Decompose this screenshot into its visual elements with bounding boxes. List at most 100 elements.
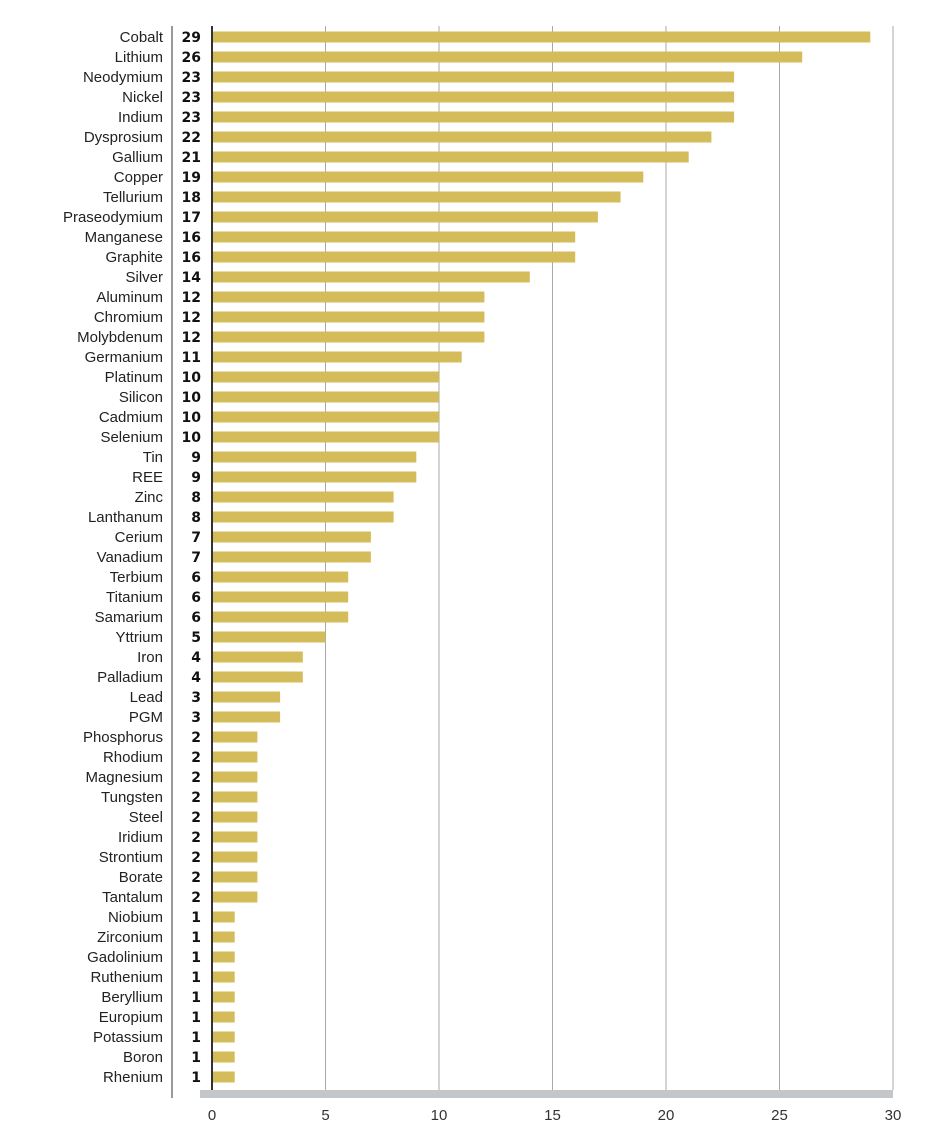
bar bbox=[213, 1031, 235, 1043]
value-label: 1 bbox=[191, 1050, 201, 1066]
category-label: Rhenium bbox=[103, 1069, 163, 1086]
bar bbox=[213, 911, 235, 923]
bar bbox=[213, 31, 871, 43]
gridlines bbox=[325, 26, 894, 1090]
category-label: Praseodymium bbox=[63, 209, 163, 226]
category-label: Graphite bbox=[105, 249, 163, 266]
bar bbox=[213, 731, 258, 743]
category-label: Tin bbox=[143, 449, 163, 466]
bar bbox=[213, 971, 235, 983]
bar bbox=[213, 91, 735, 103]
category-label: Cadmium bbox=[99, 409, 163, 426]
value-label: 10 bbox=[182, 370, 202, 386]
bar bbox=[213, 51, 803, 63]
value-label: 12 bbox=[182, 330, 201, 346]
value-label: 5 bbox=[191, 630, 201, 646]
category-label: Zinc bbox=[135, 489, 164, 506]
category-label: Lithium bbox=[115, 49, 163, 66]
x-tick-label: 5 bbox=[321, 1107, 329, 1124]
category-label: Neodymium bbox=[83, 69, 163, 86]
bar bbox=[213, 851, 258, 863]
bar bbox=[213, 871, 258, 883]
bar bbox=[213, 1071, 235, 1083]
value-label: 19 bbox=[182, 170, 201, 186]
category-label: Copper bbox=[114, 169, 163, 186]
bar bbox=[213, 311, 485, 323]
category-label: Dysprosium bbox=[84, 129, 163, 146]
value-label: 1 bbox=[191, 910, 201, 926]
value-label: 6 bbox=[191, 570, 201, 586]
category-label: Indium bbox=[118, 109, 163, 126]
x-tick-label: 0 bbox=[208, 1107, 216, 1124]
value-label: 1 bbox=[191, 1030, 201, 1046]
category-label: Germanium bbox=[85, 349, 163, 366]
value-label: 2 bbox=[191, 750, 201, 766]
bar bbox=[213, 291, 485, 303]
category-label: Gallium bbox=[112, 149, 163, 166]
value-label: 22 bbox=[182, 130, 201, 146]
bar bbox=[213, 431, 439, 443]
category-label: Europium bbox=[99, 1009, 163, 1026]
value-label: 18 bbox=[182, 190, 201, 206]
category-label: Silver bbox=[125, 269, 163, 286]
x-axis-band bbox=[200, 1090, 893, 1098]
category-label: Aluminum bbox=[96, 289, 163, 306]
bar bbox=[213, 111, 735, 123]
bar bbox=[213, 551, 371, 563]
bar bbox=[213, 811, 258, 823]
category-label: Boron bbox=[123, 1049, 163, 1066]
bar bbox=[213, 931, 235, 943]
category-labels: Cobalt Lithium Neodymium Nickel Indium Dyspro… bbox=[63, 29, 164, 1086]
category-label: Platinum bbox=[105, 369, 163, 386]
category-label: Strontium bbox=[99, 849, 163, 866]
value-label: 26 bbox=[182, 50, 201, 66]
bar bbox=[213, 171, 644, 183]
value-label: 23 bbox=[182, 110, 201, 126]
bar bbox=[213, 411, 439, 423]
category-label: Tungsten bbox=[101, 789, 163, 806]
value-label: 2 bbox=[191, 850, 201, 866]
bars bbox=[213, 31, 871, 1083]
value-label: 17 bbox=[182, 210, 201, 226]
bar bbox=[213, 651, 303, 663]
category-label: Rhodium bbox=[103, 749, 163, 766]
category-label: Potassium bbox=[93, 1029, 163, 1046]
bar bbox=[213, 671, 303, 683]
value-label: 8 bbox=[191, 510, 201, 526]
bar bbox=[213, 631, 326, 643]
value-label: 1 bbox=[191, 990, 201, 1006]
bar bbox=[213, 1011, 235, 1023]
value-label: 2 bbox=[191, 730, 201, 746]
value-label: 6 bbox=[191, 590, 201, 606]
bar bbox=[213, 511, 394, 523]
bar bbox=[213, 471, 417, 483]
bar bbox=[213, 611, 349, 623]
x-tick-label: 25 bbox=[771, 1107, 788, 1124]
bar bbox=[213, 371, 439, 383]
bar bbox=[213, 891, 258, 903]
category-label: Steel bbox=[129, 809, 163, 826]
value-label: 12 bbox=[182, 290, 201, 306]
value-label: 10 bbox=[182, 410, 202, 426]
category-label: Terbium bbox=[110, 569, 163, 586]
bar bbox=[213, 991, 235, 1003]
value-label: 29 bbox=[182, 30, 201, 46]
category-label: Titanium bbox=[106, 589, 163, 606]
value-label: 11 bbox=[182, 350, 201, 366]
value-label: 12 bbox=[182, 310, 201, 326]
value-label: 8 bbox=[191, 490, 201, 506]
value-label: 10 bbox=[182, 390, 202, 406]
category-label: Vanadium bbox=[97, 549, 163, 566]
value-label: 14 bbox=[182, 270, 202, 286]
value-label: 7 bbox=[191, 530, 201, 546]
category-label: Palladium bbox=[97, 669, 163, 686]
value-label: 2 bbox=[191, 770, 201, 786]
category-label: Cobalt bbox=[120, 29, 164, 46]
category-label: Phosphorus bbox=[83, 729, 163, 746]
category-label: Manganese bbox=[85, 229, 163, 246]
value-label: 1 bbox=[191, 950, 201, 966]
category-label: Gadolinium bbox=[87, 949, 163, 966]
value-label: 9 bbox=[191, 450, 201, 466]
bar bbox=[213, 71, 735, 83]
